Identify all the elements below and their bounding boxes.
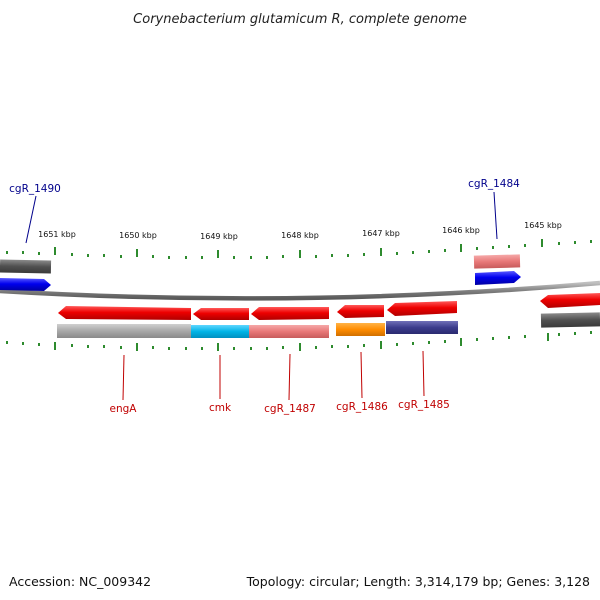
- leader-cgr-1486: [360, 351, 363, 399]
- scale-label-1651: 1651 kbp: [38, 230, 76, 239]
- reverse-genes: [57, 293, 600, 338]
- label-enga[interactable]: engA: [110, 403, 138, 415]
- gene-cgr-1484-arrow[interactable]: [475, 271, 521, 285]
- lower-scale: [6, 331, 592, 351]
- lower-minor-ticks: [6, 331, 592, 350]
- gene-cgr-1490-cog-bar[interactable]: [0, 259, 52, 274]
- gene-labels: cgR_1490 cgR_1484 engA cmk cgR_1487 cgR_…: [9, 178, 520, 415]
- gene-cgr-1486-arrow[interactable]: [337, 305, 384, 318]
- gene-cgr-1484-cog-bar[interactable]: [473, 254, 521, 269]
- label-cgr-1490[interactable]: cgR_1490: [9, 183, 61, 195]
- leader-enga: [122, 354, 125, 401]
- leader-lines: [25, 191, 498, 401]
- gene-cmk-cog-bar[interactable]: [191, 325, 249, 338]
- topology-text: Topology: circular; Length: 3,314,179 bp…: [246, 574, 590, 589]
- scale-label-1649: 1649 kbp: [200, 232, 238, 241]
- gene-cmk-arrow[interactable]: [193, 308, 249, 320]
- label-cgr-1486[interactable]: cgR_1486: [336, 401, 388, 413]
- gene-right-cog-bar[interactable]: [540, 312, 600, 328]
- gene-cgr-1486-cog-bar[interactable]: [336, 323, 385, 336]
- scale-label-1646: 1646 kbp: [442, 226, 480, 235]
- label-cgr-1484[interactable]: cgR_1484: [468, 178, 520, 190]
- upper-major-ticks: [54, 239, 543, 258]
- scale-label-1650: 1650 kbp: [119, 231, 157, 240]
- leader-cgr-1484: [493, 191, 498, 240]
- genome-backbone: [0, 280, 600, 301]
- gene-cgr-1485-arrow[interactable]: [387, 301, 457, 316]
- scale-labels: 1651 kbp 1650 kbp 1649 kbp 1648 kbp 1647…: [38, 221, 562, 241]
- leader-cgr-1485: [422, 350, 425, 397]
- gene-enga-arrow[interactable]: [58, 306, 191, 320]
- gene-enga-cog-bar[interactable]: [57, 324, 191, 338]
- label-cgr-1485[interactable]: cgR_1485: [398, 399, 450, 411]
- leader-cgr-1487: [288, 353, 291, 401]
- gene-right-arrow[interactable]: [540, 293, 600, 308]
- forward-genes: [0, 254, 521, 291]
- upper-minor-ticks: [6, 240, 592, 259]
- accession-text: Accession: NC_009342: [9, 574, 152, 589]
- scale-label-1648: 1648 kbp: [281, 231, 319, 240]
- scale-label-1645: 1645 kbp: [524, 221, 562, 230]
- upper-scale: [6, 239, 592, 259]
- leader-cgr-1490: [25, 195, 37, 244]
- label-cgr-1487[interactable]: cgR_1487: [264, 403, 316, 415]
- label-cmk[interactable]: cmk: [209, 402, 232, 414]
- gene-cgr-1485-cog-bar[interactable]: [386, 321, 458, 334]
- gene-cgr-1487-arrow[interactable]: [251, 307, 329, 320]
- map-title: Corynebacterium glutamicum R, complete g…: [133, 12, 467, 27]
- gene-cgr-1490-arrow[interactable]: [0, 278, 51, 291]
- lower-major-ticks: [54, 333, 549, 351]
- scale-label-1647: 1647 kbp: [362, 229, 400, 238]
- gene-cgr-1487-cog-bar[interactable]: [249, 325, 329, 338]
